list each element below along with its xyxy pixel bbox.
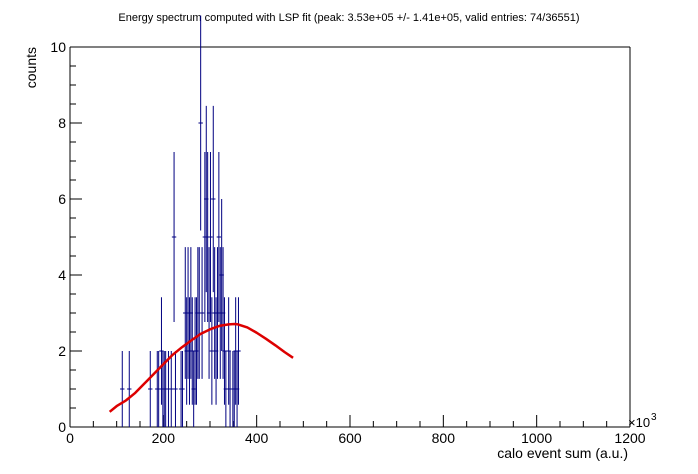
x-tick-label: 200 xyxy=(152,430,176,446)
y-tick-label: 0 xyxy=(58,419,66,435)
y-tick-label: 6 xyxy=(58,191,66,207)
data-point xyxy=(209,297,215,405)
y-tick-label: 8 xyxy=(58,115,66,131)
x-tick-label: 0 xyxy=(66,430,74,446)
x-axis-ticks xyxy=(69,415,631,427)
data-point xyxy=(169,351,174,427)
data-point xyxy=(198,15,203,231)
x-axis-label: calo event sum (a.u.) xyxy=(497,445,628,461)
y-axis-label: counts xyxy=(23,47,39,88)
y-tick-label: 4 xyxy=(58,267,66,283)
y-tick-label: 10 xyxy=(50,39,66,55)
x-tick-label: 1000 xyxy=(521,430,552,446)
y-axis-ticks xyxy=(70,46,82,428)
data-point xyxy=(223,351,229,427)
data-point xyxy=(211,105,216,293)
y-tick-labels: 0 2 4 6 8 10 xyxy=(50,39,66,435)
x-multiplier-exponent: 3 xyxy=(651,412,657,423)
data-point xyxy=(180,351,185,427)
x-multiplier: ×10 3 xyxy=(628,412,657,430)
data-point xyxy=(148,351,153,427)
x-tick-label: 600 xyxy=(338,430,362,446)
plot-frame xyxy=(69,46,631,428)
x-multiplier-base: ×10 xyxy=(628,415,650,430)
histogram-series xyxy=(120,15,241,427)
data-point xyxy=(236,297,241,405)
data-point xyxy=(120,351,125,427)
chart-title: Energy spectrum computed with LSP fit (p… xyxy=(118,12,579,24)
fit-curve xyxy=(108,322,294,413)
x-tick-label: 1200 xyxy=(614,430,645,446)
fit-series xyxy=(108,322,294,413)
data-point xyxy=(199,247,205,379)
x-tick-label: 400 xyxy=(245,430,269,446)
data-point xyxy=(208,152,213,322)
x-tick-labels: 0 200 400 600 800 1000 1200 xyxy=(66,430,646,446)
y-tick-label: 2 xyxy=(58,343,66,359)
data-point xyxy=(127,351,132,427)
x-tick-label: 800 xyxy=(432,430,456,446)
data-point xyxy=(216,152,222,322)
data-point xyxy=(171,152,177,322)
data-point xyxy=(156,351,161,427)
data-point xyxy=(173,351,178,427)
